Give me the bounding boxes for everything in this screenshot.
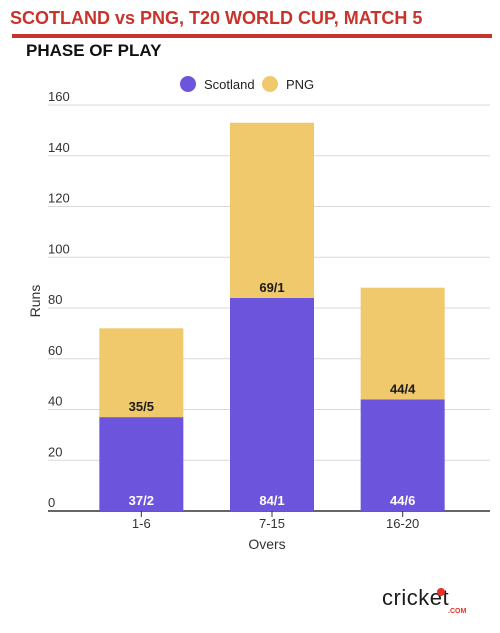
logo-dot-icon [437,588,445,596]
bar-png-1-6 [99,328,184,418]
data-label: 37/2 [129,493,154,508]
bar-png-16-20 [360,287,445,400]
y-tick-label: 60 [48,343,62,358]
logo-domain: .COM [448,608,467,615]
bar-scotland-16-20 [360,399,445,511]
x-tick-label: 16-20 [386,516,419,531]
y-tick-label: 140 [48,140,70,155]
y-tick-label: 100 [48,241,70,256]
data-label: 84/1 [259,493,284,508]
y-tick-label: 160 [48,89,70,104]
legend-swatch-scotland [180,76,196,92]
legend-label: Scotland [204,77,255,92]
legend-label: PNG [286,77,314,92]
page-title: SCOTLAND vs PNG, T20 WORLD CUP, MATCH 5 [10,8,423,28]
y-tick-label: 80 [48,292,62,307]
cricket-logo: cricket .COM [382,585,474,619]
bar-scotland-7-15 [230,297,314,511]
bar-scotland-1-6 [99,417,184,511]
y-tick-label: 0 [48,495,55,510]
y-tick-label: 20 [48,444,62,459]
data-label: 44/6 [390,493,415,508]
data-label: 69/1 [259,280,284,295]
legend-swatch-png [262,76,278,92]
y-tick-label: 120 [48,191,70,206]
bar-png-7-15 [230,122,314,298]
header-divider [12,34,492,38]
data-label: 35/5 [129,399,154,414]
y-tick-label: 40 [48,394,62,409]
x-tick-label: 1-6 [132,516,151,531]
data-label: 44/4 [390,381,416,396]
chart-title: PHASE OF PLAY [26,41,162,60]
x-tick-label: 7-15 [259,516,285,531]
y-axis-title: Runs [27,285,43,318]
x-axis-title: Overs [248,536,285,552]
